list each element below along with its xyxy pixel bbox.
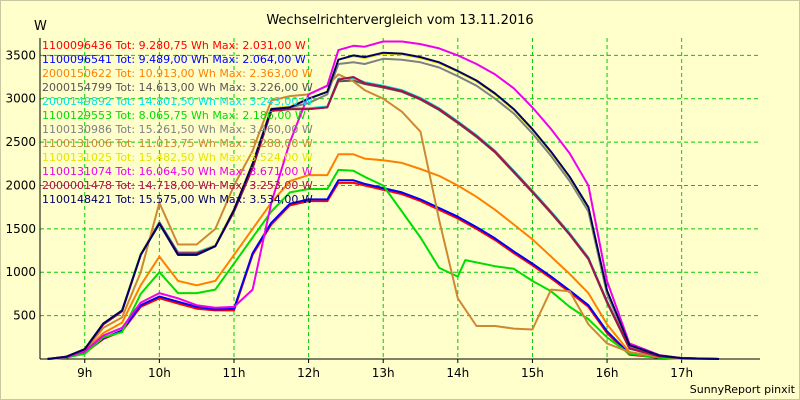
- y-tick-label: 1000: [5, 265, 36, 279]
- x-tick-label: 13h: [372, 366, 395, 380]
- footer-credit: SunnyReport pinxit: [690, 383, 796, 396]
- legend-entry: 1100131074 Tot: 16.064,50 Wh Max: 3.671,…: [42, 165, 313, 178]
- series-lines: [47, 40, 720, 360]
- legend-entry: 1100130986 Tot: 15.261,50 Wh Max: 3.460,…: [42, 123, 313, 136]
- x-tick-label: 12h: [297, 366, 320, 380]
- series-line-12: [47, 51, 720, 360]
- y-tick-label: 3500: [5, 48, 36, 62]
- x-tick-label: 17h: [670, 366, 693, 380]
- x-tick-label: 10h: [148, 366, 171, 380]
- series-line-6: [47, 168, 720, 360]
- legend-entry: 2000001478 Tot: 14.718,00 Wh Max: 3.253,…: [42, 179, 313, 192]
- series-line-2: [47, 179, 720, 360]
- x-tick-label: 15h: [521, 366, 544, 380]
- y-tick-label: 1500: [5, 222, 36, 236]
- legend-entry: 2000154799 Tot: 14.613,00 Wh Max: 3.226,…: [42, 81, 313, 94]
- legend-entry: 1100096541 Tot: 9.489,00 Wh Max: 2.064,0…: [42, 53, 306, 66]
- y-tick-label: 500: [13, 309, 36, 323]
- legend: 1100096436 Tot: 9.280,75 Wh Max: 2.031,0…: [42, 39, 313, 206]
- legend-entry: 2000150622 Tot: 10.913,00 Wh Max: 2.363,…: [42, 67, 313, 80]
- series-line-3: [47, 153, 720, 360]
- legend-entry: 1100131006 Tot: 11.013,75 Wh Max: 3.288,…: [42, 137, 313, 150]
- legend-entry: 2000149892 Tot: 14.801,50 Wh Max: 3.243,…: [42, 95, 313, 108]
- series-line-10: [47, 40, 720, 360]
- x-tick-label: 14h: [446, 366, 469, 380]
- series-line-1: [47, 181, 720, 360]
- x-tick-label: 9h: [77, 366, 92, 380]
- legend-entry: 1100096436 Tot: 9.280,75 Wh Max: 2.031,0…: [42, 39, 306, 52]
- legend-entry: 1100148421 Tot: 15.575,00 Wh Max: 3.534,…: [42, 193, 313, 206]
- x-tick-label: 16h: [596, 366, 619, 380]
- legend-entry: 1100129553 Tot: 8.065,75 Wh Max: 2.186,0…: [42, 109, 306, 122]
- y-tick-label: 2000: [5, 178, 36, 192]
- chart-title: Wechselrichtervergleich vom 13.11.2016: [266, 13, 533, 28]
- y-axis-unit-label: W: [34, 19, 47, 34]
- x-tick-label: 11h: [223, 366, 246, 380]
- y-tick-label: 3000: [5, 92, 36, 106]
- series-line-8: [47, 73, 720, 360]
- legend-entry: 1100131025 Tot: 15.482,50 Wh Max: 3.524,…: [42, 151, 313, 164]
- y-tick-label: 2500: [5, 135, 36, 149]
- axes: 9h 10h 11h 12h 13h 14h 15h 16h 17h 500 1000 1500 200…: [5, 38, 760, 380]
